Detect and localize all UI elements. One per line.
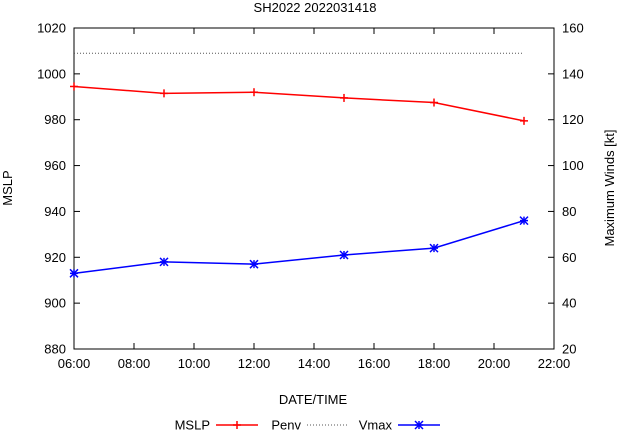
- y-right-tick-label: 20: [562, 342, 576, 357]
- y-left-tick-label: 1000: [37, 66, 66, 81]
- data-point-mslp: [250, 88, 258, 97]
- series-layer: [69, 52, 529, 278]
- y-right-tick-label: 140: [562, 66, 584, 81]
- y-axis-right: 20 40 60 80 100 120 140 160: [548, 21, 584, 357]
- x-tick-label: 20:00: [478, 356, 511, 371]
- x-tick-label: 22:00: [538, 356, 571, 371]
- y-right-tick-label: 160: [562, 21, 584, 36]
- y-left-tick-label: 940: [44, 204, 66, 219]
- data-point-mslp: [430, 98, 438, 107]
- series-line-vmax: [73, 219, 525, 275]
- data-point-vmax: [339, 250, 349, 260]
- chart-title: SH2022 2022031418: [254, 0, 377, 15]
- y-left-tick-label: 900: [44, 296, 66, 311]
- legend-label-vmax: Vmax: [359, 418, 393, 432]
- y-axis-left-label: MSLP: [0, 170, 15, 205]
- series-line-mslp: [73, 85, 525, 122]
- data-point-vmax: [429, 243, 439, 253]
- y-left-tick-label: 980: [44, 112, 66, 127]
- y-right-tick-label: 120: [562, 112, 584, 127]
- legend-label-mslp: MSLP: [175, 418, 210, 432]
- x-tick-label: 08:00: [118, 356, 151, 371]
- data-point-vmax: [69, 268, 79, 278]
- data-point-mslp: [340, 93, 348, 102]
- y-left-tick-label: 1020: [37, 21, 66, 36]
- data-point-mslp: [520, 116, 528, 125]
- y-right-tick-label: 100: [562, 158, 584, 173]
- y-right-tick-label: 40: [562, 296, 576, 311]
- y-right-tick-label: 80: [562, 204, 576, 219]
- data-point-vmax: [519, 216, 529, 226]
- x-tick-label: 12:00: [238, 356, 271, 371]
- x-axis-label: DATE/TIME: [279, 392, 348, 407]
- data-point-vmax: [249, 259, 259, 269]
- legend-label-penv: Penv: [271, 418, 301, 432]
- plot-frame: [73, 27, 555, 350]
- data-point-vmax: [159, 257, 169, 267]
- x-tick-label: 18:00: [418, 356, 451, 371]
- y-axis-right-label: Maximum Winds [kt]: [602, 129, 617, 246]
- data-point-mslp: [160, 89, 168, 98]
- x-tick-label: 16:00: [358, 356, 391, 371]
- y-right-tick-label: 60: [562, 250, 576, 265]
- y-axis-left: 880 900 920 940 960 980 1000 1020: [37, 21, 80, 357]
- y-left-tick-label: 880: [44, 342, 66, 357]
- x-axis: 06:00 08:00 10:00 12:00 14:00 16:00 18:00 20:00…: [58, 28, 571, 371]
- legend-marker-vmax: [414, 420, 424, 430]
- x-tick-label: 10:00: [178, 356, 211, 371]
- legend: MSLP Penv Vmax: [175, 418, 440, 432]
- y-left-tick-label: 960: [44, 158, 66, 173]
- legend-marker-mslp: [233, 421, 241, 429]
- x-tick-label: 06:00: [58, 356, 91, 371]
- x-tick-label: 14:00: [298, 356, 331, 371]
- y-left-tick-label: 920: [44, 250, 66, 265]
- data-point-mslp: [70, 82, 78, 91]
